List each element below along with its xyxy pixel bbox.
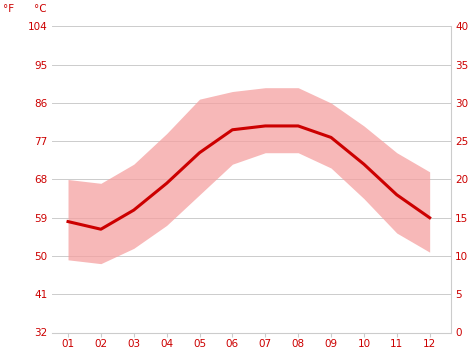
Text: °C: °C bbox=[34, 4, 46, 14]
Text: °F: °F bbox=[2, 4, 14, 14]
